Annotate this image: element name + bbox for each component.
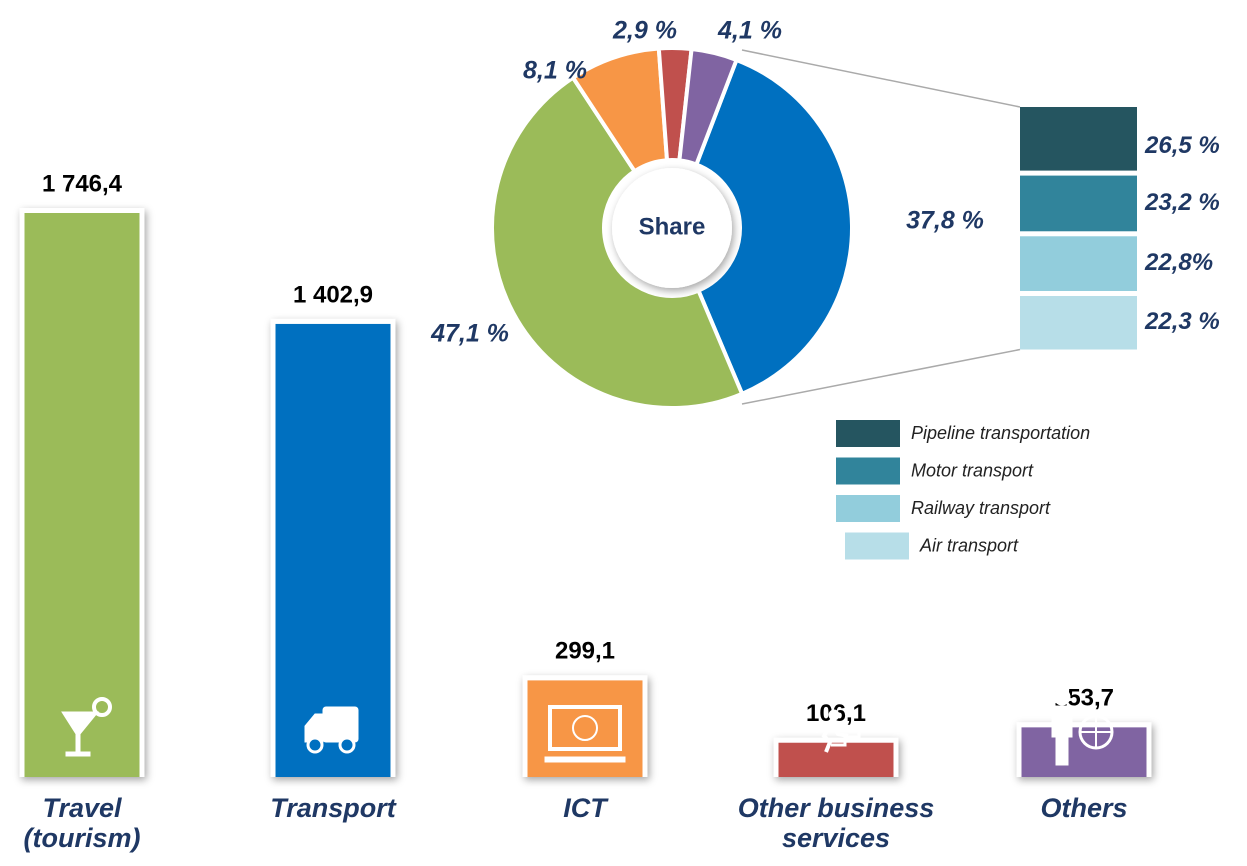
breakdown-label: 22,3 % bbox=[1144, 308, 1220, 335]
breakdown-box bbox=[1020, 107, 1137, 171]
value-label: 299,1 bbox=[555, 638, 615, 665]
share-label: 37,8 % bbox=[906, 207, 984, 235]
icon-shape bbox=[1053, 688, 1071, 706]
icon-shape bbox=[831, 727, 871, 747]
icon-shape bbox=[338, 736, 356, 754]
share-label: 2,9 % bbox=[612, 17, 677, 45]
bar bbox=[527, 680, 643, 777]
legend-swatch bbox=[836, 457, 900, 485]
legend-label: Air transport bbox=[919, 535, 1019, 555]
bar bbox=[24, 213, 140, 777]
icon-shape bbox=[92, 697, 112, 717]
legend-label: Railway transport bbox=[911, 498, 1051, 518]
icon-shape bbox=[1080, 716, 1112, 748]
share-label: 47,1 % bbox=[430, 320, 509, 348]
icon-shape bbox=[306, 736, 324, 754]
category-label: Other business services bbox=[737, 793, 935, 853]
donut-center bbox=[612, 168, 732, 288]
connector bbox=[741, 49, 1021, 108]
donut-title: Share bbox=[639, 213, 706, 240]
icon-shape bbox=[548, 705, 622, 751]
category-label: Others bbox=[1040, 793, 1128, 823]
bar-icon bbox=[544, 705, 626, 763]
donut-segment bbox=[677, 46, 740, 168]
bar-icon bbox=[1051, 688, 1114, 766]
legend-label: Pipeline transportation bbox=[911, 423, 1090, 443]
icon-shape bbox=[322, 706, 359, 743]
share-label: 8,1 % bbox=[523, 57, 587, 85]
legend-swatch bbox=[836, 420, 900, 447]
value-label: 1 402,9 bbox=[293, 281, 373, 308]
legend-swatch bbox=[845, 532, 909, 560]
icon-shape bbox=[815, 721, 849, 753]
bar-icon bbox=[815, 709, 871, 753]
share-label: 4,1 % bbox=[717, 17, 782, 45]
breakdown-box bbox=[1020, 296, 1137, 350]
bar bbox=[275, 323, 391, 777]
donut-segment bbox=[489, 74, 745, 410]
breakdown-box bbox=[1020, 236, 1137, 291]
bar-icon bbox=[61, 697, 112, 757]
breakdown-label: 23,2 % bbox=[1144, 189, 1220, 216]
connector bbox=[741, 348, 1021, 405]
icon-shape bbox=[828, 709, 840, 721]
legend-label: Motor transport bbox=[911, 460, 1034, 480]
legend-swatch bbox=[836, 495, 900, 522]
breakdown-label: 26,5 % bbox=[1144, 132, 1220, 159]
icon-shape bbox=[1051, 708, 1073, 766]
donut-segment bbox=[693, 57, 854, 397]
icon-shape bbox=[572, 715, 598, 741]
value-label: 1 746,4 bbox=[42, 170, 123, 197]
bar bbox=[778, 742, 894, 777]
breakdown-box bbox=[1020, 175, 1137, 232]
icon-shape bbox=[544, 756, 626, 763]
category-label: Travel (tourism) bbox=[23, 793, 141, 853]
category-label: Transport bbox=[270, 793, 396, 823]
breakdown-label: 22,8% bbox=[1144, 249, 1213, 276]
bar-icon bbox=[304, 706, 359, 754]
icon-shape bbox=[61, 711, 100, 757]
bar bbox=[1021, 727, 1147, 777]
category-label: ICT bbox=[563, 793, 607, 823]
